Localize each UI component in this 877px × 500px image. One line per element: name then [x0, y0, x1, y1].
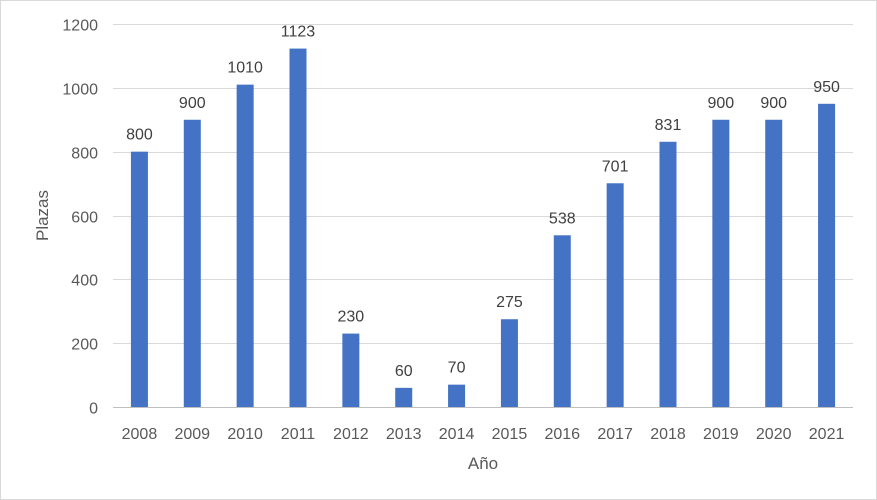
- bar: [765, 119, 783, 407]
- x-tick-label: 2021: [809, 426, 845, 443]
- data-label: 60: [395, 363, 413, 380]
- data-label: 70: [448, 360, 466, 377]
- data-label: 230: [338, 309, 365, 326]
- data-label: 1123: [281, 24, 316, 41]
- y-tick-label: 400: [71, 273, 98, 290]
- x-axis-title: Año: [468, 454, 498, 473]
- x-tick-label: 2014: [439, 426, 475, 443]
- bar: [395, 387, 413, 407]
- x-tick-label: 2009: [174, 426, 210, 443]
- y-tick-label: 0: [89, 401, 98, 418]
- x-tick-label: 2008: [122, 426, 158, 443]
- y-axis-ticks: 0 200 400 600 800 1000 1200: [62, 18, 98, 418]
- bar: [553, 235, 571, 407]
- data-label: 275: [496, 294, 523, 311]
- data-label: 831: [655, 117, 682, 134]
- y-tick-label: 200: [71, 337, 98, 354]
- bar: [448, 384, 466, 407]
- x-tick-label: 2012: [333, 426, 369, 443]
- data-label: 900: [708, 95, 735, 112]
- data-label: 701: [602, 158, 629, 175]
- x-tick-label: 2016: [544, 426, 580, 443]
- bar: [659, 141, 677, 407]
- y-tick-label: 1000: [62, 82, 98, 99]
- data-labels: 800 900 1010 1123 230 60 70 275 538 701 831 900 900 9…: [126, 24, 840, 380]
- x-tick-label: 2013: [386, 426, 422, 443]
- x-tick-label: 2010: [227, 426, 263, 443]
- bar: [712, 119, 730, 407]
- data-label: 950: [813, 79, 840, 96]
- bar: [500, 319, 518, 407]
- y-tick-label: 600: [71, 210, 98, 227]
- x-tick-label: 2020: [756, 426, 792, 443]
- y-tick-label: 800: [71, 146, 98, 163]
- bar: [606, 183, 624, 407]
- bar: [342, 333, 360, 407]
- x-axis-ticks: 2008 2009 2010 2011 2012 2013 2014 2015 2016 2017…: [122, 426, 845, 443]
- x-tick-label: 2019: [703, 426, 739, 443]
- data-label: 538: [549, 210, 576, 227]
- bar: [289, 48, 307, 407]
- bar: [183, 119, 201, 407]
- data-label: 800: [126, 127, 153, 144]
- x-tick-label: 2015: [492, 426, 528, 443]
- data-label: 1010: [227, 60, 263, 77]
- data-label: 900: [760, 95, 787, 112]
- bars: [130, 48, 836, 408]
- bar: [130, 151, 148, 407]
- y-tick-label: 1200: [62, 18, 98, 35]
- data-label: 900: [179, 95, 206, 112]
- gridlines: [113, 24, 853, 344]
- y-axis-title: Plazas: [33, 190, 52, 241]
- bar: [818, 103, 836, 408]
- x-tick-label: 2011: [281, 426, 316, 443]
- x-tick-label: 2018: [650, 426, 686, 443]
- x-tick-label: 2017: [597, 426, 633, 443]
- bar: [236, 84, 254, 408]
